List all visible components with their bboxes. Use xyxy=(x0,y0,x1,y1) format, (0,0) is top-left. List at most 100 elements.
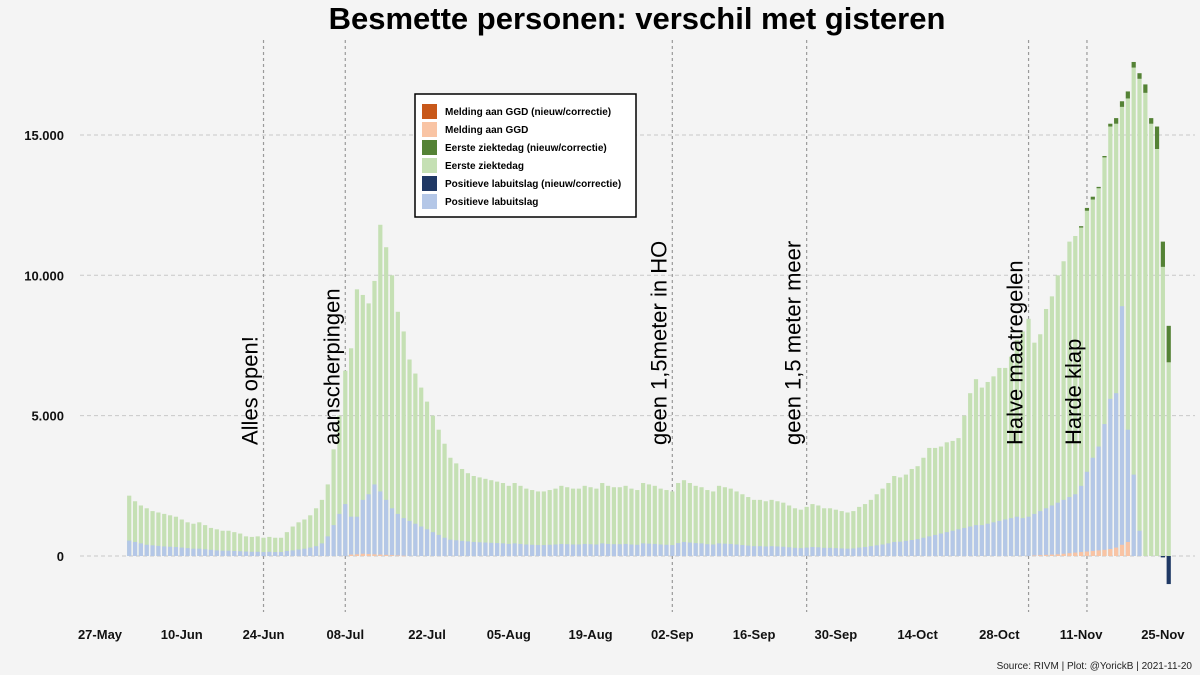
bar-positieve-labuitslag xyxy=(833,548,838,556)
bar-eerste-ziektedag xyxy=(232,532,237,556)
bar-melding-ggd xyxy=(1084,551,1090,556)
bar-eerste-ziektedag xyxy=(921,457,926,556)
bar-melding-ggd xyxy=(360,553,365,556)
x-tick-label: 02-Sep xyxy=(651,627,694,642)
bar-positieve-labuitslag xyxy=(179,547,184,556)
bar-positieve-labuitslag xyxy=(366,494,371,556)
bar-eerste-ziektedag xyxy=(886,483,891,556)
bar-eerste-ziektedag xyxy=(319,499,325,556)
bar-eerste-ziektedag xyxy=(360,294,365,556)
bar-eerste-ziektedag xyxy=(389,275,395,556)
bar-eerste-ziektedag xyxy=(1125,98,1130,557)
bar-eerste-ziektedag xyxy=(798,509,803,556)
bar-eerste-ziektedag xyxy=(588,487,593,556)
bar-positieve-labuitslag xyxy=(535,545,541,556)
bar-eerste-ziektedag xyxy=(617,487,622,556)
bar-positieve-labuitslag xyxy=(331,525,336,556)
bar-eerste-ziektedag xyxy=(255,536,260,556)
bar-positieve-labuitslag xyxy=(588,544,593,556)
bar-melding-ggd xyxy=(1073,552,1078,556)
bar-positieve-labuitslag xyxy=(1032,513,1037,556)
bar-eerste-ziektedag xyxy=(302,519,307,556)
bar-eerste-ziektedag-correctie xyxy=(1084,207,1090,211)
bar-eerste-ziektedag xyxy=(1043,308,1049,556)
bar-eerste-ziektedag-correctie xyxy=(1160,241,1165,267)
bar-positieve-labuitslag xyxy=(413,523,418,556)
legend-label: Eerste ziektedag (nieuw/correctie) xyxy=(445,143,607,154)
bar-melding-ggd xyxy=(354,554,360,556)
bar-positieve-labuitslag xyxy=(238,551,243,556)
bar-eerste-ziektedag xyxy=(436,429,441,556)
bar-eerste-ziektedag xyxy=(827,508,833,556)
bar-eerste-ziektedag xyxy=(156,512,161,556)
bar-eerste-ziektedag xyxy=(658,488,663,556)
bar-positieve-labuitslag xyxy=(378,491,383,556)
bar-positieve-labuitslag xyxy=(325,536,330,556)
bar-eerste-ziektedag xyxy=(1160,266,1165,556)
bar-eerste-ziektedag xyxy=(489,480,494,556)
bar-positieve-labuitslag xyxy=(214,550,219,556)
bar-positieve-labuitslag xyxy=(243,551,249,556)
bar-eerste-ziektedag xyxy=(810,504,815,556)
bar-eerste-ziektedag xyxy=(173,516,179,556)
bar-melding-ggd xyxy=(1067,553,1072,556)
bar-melding-ggd xyxy=(1119,544,1125,556)
bar-eerste-ziektedag xyxy=(1020,331,1025,556)
legend-box xyxy=(414,93,637,218)
bar-eerste-ziektedag xyxy=(769,499,774,556)
bar-eerste-ziektedag xyxy=(401,331,406,556)
bar-eerste-ziektedag xyxy=(267,536,272,556)
bar-melding-ggd xyxy=(1096,550,1101,556)
bar-positieve-labuitslag xyxy=(559,543,564,556)
bar-eerste-ziektedag-correctie xyxy=(1090,196,1095,200)
bar-eerste-ziektedag-correctie xyxy=(1154,126,1160,149)
event-label: Halve maatregelen xyxy=(1003,260,1028,445)
bar-positieve-labuitslag xyxy=(1003,519,1008,556)
bar-eerste-ziektedag xyxy=(687,483,692,556)
bar-positieve-labuitslag xyxy=(1073,494,1078,556)
bar-positieve-labuitslag xyxy=(395,513,400,556)
bar-positieve-labuitslag xyxy=(600,543,605,556)
legend-label: Melding aan GGD xyxy=(445,125,528,136)
bar-eerste-ziektedag xyxy=(535,491,541,556)
bar-positieve-labuitslag xyxy=(582,543,587,556)
bar-positieve-labuitslag xyxy=(191,548,196,556)
bar-eerste-ziektedag xyxy=(325,484,330,556)
bar-eerste-ziektedag xyxy=(150,511,155,556)
bar-eerste-ziektedag xyxy=(652,485,657,556)
bar-eerste-ziektedag xyxy=(349,348,354,556)
bar-eerste-ziektedag xyxy=(313,508,319,556)
bar-positieve-labuitslag xyxy=(471,541,476,556)
bar-eerste-ziektedag xyxy=(746,497,751,556)
bar-positieve-labuitslag xyxy=(956,529,961,556)
bar-positieve-labuitslag xyxy=(150,545,155,556)
bar-positieve-labuitslag xyxy=(903,540,909,556)
bar-eerste-ziektedag xyxy=(220,530,225,556)
bar-positieve-labuitslag xyxy=(857,547,862,556)
bar-positieve-labuitslag xyxy=(769,546,774,556)
bar-eerste-ziektedag-correctie xyxy=(1131,61,1136,68)
bar-positieve-labuitslag xyxy=(728,543,733,556)
bar-eerste-ziektedag xyxy=(757,499,763,556)
bar-eerste-ziektedag xyxy=(430,415,435,556)
bar-eerste-ziektedag xyxy=(1084,210,1090,557)
bar-positieve-labuitslag xyxy=(1131,474,1136,556)
bar-eerste-ziektedag xyxy=(693,485,698,556)
bar-eerste-ziektedag xyxy=(822,508,827,556)
bar-positieve-labuitslag xyxy=(664,544,669,556)
bar-positieve-labuitslag xyxy=(1090,457,1095,556)
chart-title: Besmette personen: verschil met gisteren xyxy=(329,1,946,36)
bar-eerste-ziektedag xyxy=(278,537,284,556)
bar-eerste-ziektedag xyxy=(1137,78,1142,556)
bar-melding-ggd xyxy=(1061,553,1066,556)
bar-positieve-labuitslag xyxy=(197,548,202,556)
bar-positieve-labuitslag xyxy=(296,549,301,556)
bar-positieve-labuitslag xyxy=(839,548,844,556)
bar-eerste-ziektedag xyxy=(144,508,149,556)
bar-eerste-ziektedag xyxy=(1073,236,1078,556)
bar-eerste-ziektedag-correctie xyxy=(1149,118,1154,124)
bar-positieve-labuitslag xyxy=(1067,497,1072,556)
bar-positieve-labuitslag xyxy=(454,540,459,556)
bar-eerste-ziektedag xyxy=(343,370,348,556)
